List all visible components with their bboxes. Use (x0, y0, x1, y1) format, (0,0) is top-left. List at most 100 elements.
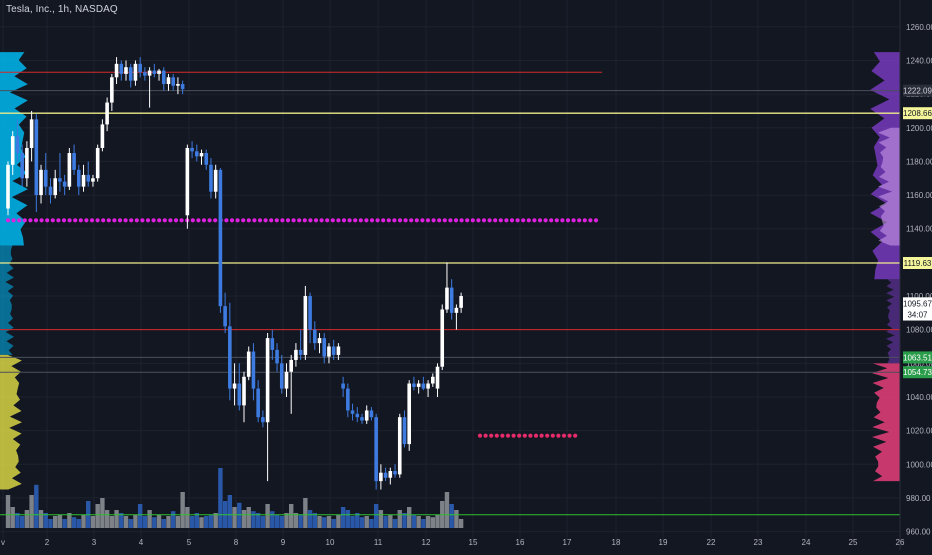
price-badge (903, 308, 932, 321)
volume-bar (331, 519, 336, 528)
y-tick-label: 1140.00 (906, 225, 932, 234)
volume-bar (114, 510, 119, 528)
candle-body (86, 174, 91, 182)
candle-body (279, 363, 284, 389)
candle-body (298, 349, 303, 355)
x-tick-label: 2 (45, 538, 50, 547)
candle-body (232, 383, 237, 389)
candle-body (364, 410, 369, 421)
volume-bar (43, 513, 48, 528)
candle-body (251, 351, 256, 389)
candle-body (138, 63, 142, 73)
candle-body (213, 169, 218, 192)
level-dot (134, 218, 139, 223)
candle-body (53, 178, 57, 196)
x-tick-label: 8 (234, 538, 239, 547)
level-dot (67, 218, 72, 223)
volume-bar (166, 516, 171, 528)
x-tick-label: 17 (563, 538, 572, 547)
candle-body (270, 338, 275, 350)
candle-body (176, 84, 180, 86)
volume-bar (284, 513, 289, 528)
volume-bar (454, 510, 459, 528)
y-tick-label: 1060.00 (906, 359, 932, 368)
volume-bar (326, 516, 332, 528)
candle-body (289, 359, 293, 372)
level-dot (565, 218, 571, 223)
level-dot (465, 218, 470, 223)
volume-bar (359, 517, 365, 528)
candle-body (407, 383, 411, 445)
level-dot (515, 218, 520, 223)
volume-bar (15, 513, 20, 528)
candle-body (152, 70, 157, 74)
volume-bar (388, 514, 393, 528)
dot-levels (5, 218, 599, 438)
x-tick-label: 16 (516, 538, 525, 547)
volume-bar (171, 511, 176, 528)
volume-bar (24, 510, 30, 528)
level-dot (201, 218, 207, 223)
level-dot (61, 218, 67, 223)
level-dot (420, 218, 425, 223)
candle-body (58, 178, 62, 182)
volume-bar (104, 510, 110, 528)
level-dot (84, 218, 89, 223)
level-dot (308, 218, 313, 223)
level-dot (50, 218, 55, 223)
candle-body (180, 84, 185, 90)
volume-bar (421, 519, 426, 528)
volume-bar (369, 519, 374, 528)
price-badge-label: 1063.51 (903, 353, 932, 362)
x-tick-label: 26 (896, 538, 905, 547)
x-tick-label: 3 (92, 538, 97, 547)
level-dot (89, 218, 95, 223)
volume-bar (407, 507, 412, 528)
level-dot (539, 433, 544, 438)
candle-body (346, 388, 350, 411)
volume-bar (10, 507, 15, 528)
volume-bar (128, 519, 133, 528)
level-dot (73, 218, 78, 223)
volume-bar (189, 516, 195, 528)
volume-bar (237, 502, 242, 528)
time-axis[interactable]: v 2 3 4 5 8 9 10 11 12 15 16 17 18 19 22 23 24 25 26 (1, 538, 905, 547)
price-badge-label: 1222.09 (903, 87, 932, 96)
volume-bar (81, 514, 86, 528)
volume-profile-right (870, 52, 900, 482)
grid-lines (0, 0, 901, 540)
level-dot (364, 218, 369, 223)
volume-bar (227, 495, 233, 528)
volume-bar (90, 516, 96, 528)
level-dot (22, 218, 27, 223)
candle-body (284, 371, 289, 389)
volume-bar (133, 514, 138, 528)
profile-band (878, 127, 900, 246)
candle-body (331, 346, 336, 355)
candle-body (388, 471, 393, 478)
level-dot (437, 218, 442, 223)
candle-body (128, 67, 133, 81)
volume-bar (137, 504, 143, 528)
level-dot (453, 218, 459, 223)
level-dot (470, 218, 475, 223)
level-dot (179, 218, 184, 223)
candle-body (383, 472, 388, 478)
volume-bar (109, 516, 115, 528)
level-dot (196, 218, 201, 223)
level-dot (505, 433, 511, 438)
level-dot (543, 218, 548, 223)
price-badge (903, 84, 932, 97)
candle-body (350, 410, 355, 414)
price-badge-label: 1208.66 (903, 109, 932, 118)
volume-bar (322, 517, 327, 528)
candle-body (228, 326, 232, 389)
volume-bar (95, 504, 100, 528)
y-tick-label: 960.00 (906, 528, 931, 537)
candle-body (261, 417, 265, 423)
level-dot (28, 218, 33, 223)
volume-bar (19, 516, 25, 528)
